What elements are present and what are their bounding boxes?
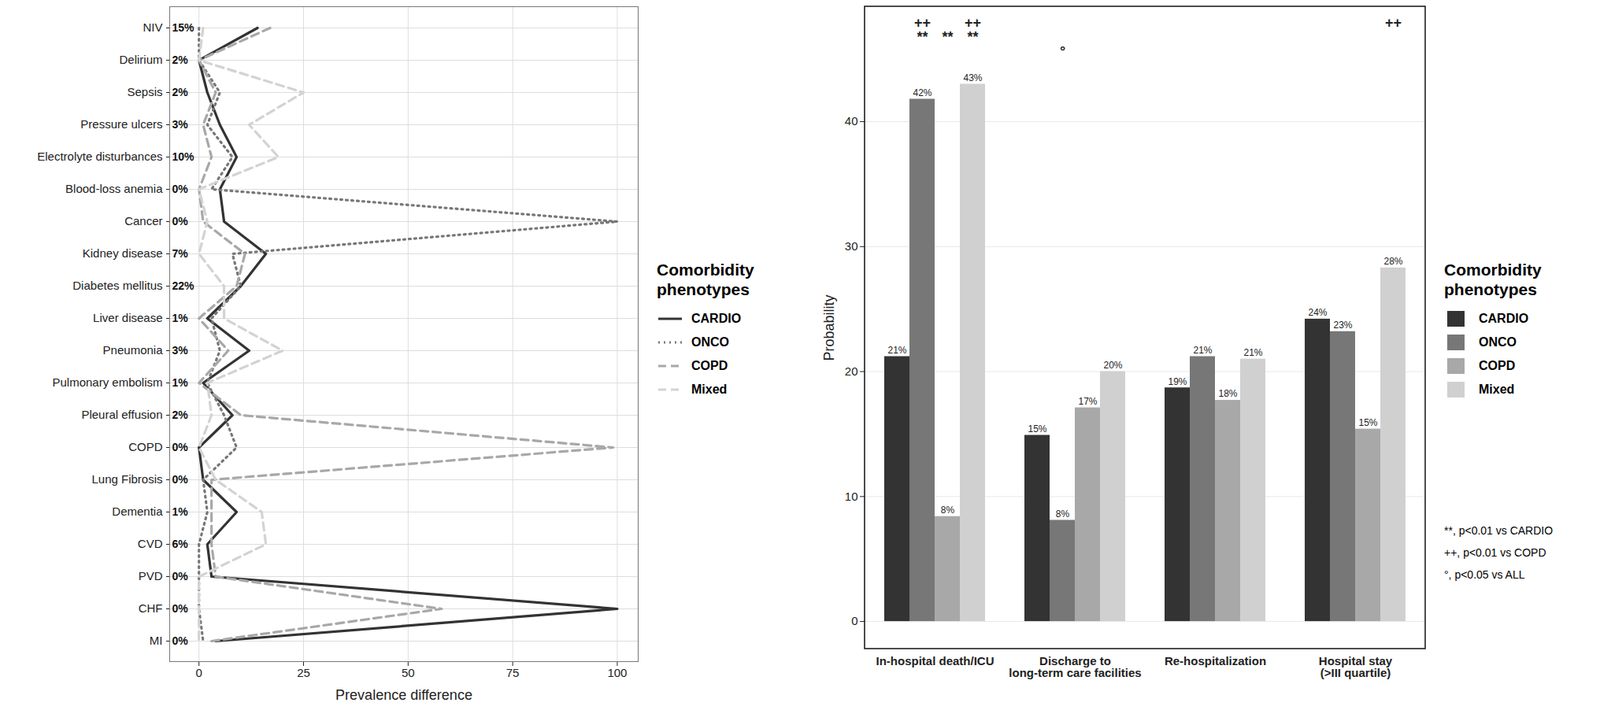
svg-text:75: 75	[506, 666, 520, 680]
svg-text:Cancer: Cancer	[124, 214, 163, 228]
svg-text:1%: 1%	[172, 505, 189, 519]
svg-text:Discharge tolong-term care fac: Discharge tolong-term care facilities	[1008, 654, 1141, 680]
svg-text:40: 40	[844, 114, 859, 128]
svg-text:Re-hospitalization: Re-hospitalization	[1164, 654, 1267, 668]
svg-text:°: °	[1059, 43, 1066, 60]
html-text:ONCO: ONCO	[1478, 335, 1517, 349]
svg-text:Pulmonary embolism: Pulmonary embolism	[51, 375, 163, 389]
html-text:++, p<0.01 vs COPD: ++, p<0.01 vs COPD	[1444, 546, 1547, 560]
svg-text:0%: 0%	[172, 182, 189, 196]
svg-text:3%: 3%	[172, 118, 189, 131]
svg-text:++: ++	[1385, 14, 1402, 31]
svg-text:In-hospital death/ICU: In-hospital death/ICU	[876, 654, 995, 668]
svg-text:10: 10	[844, 489, 859, 504]
svg-text:**: **	[941, 29, 953, 45]
svg-text:25: 25	[296, 666, 311, 680]
svg-text:8%: 8%	[1055, 508, 1071, 520]
svg-text:42%: 42%	[912, 87, 932, 99]
svg-text:CVD: CVD	[137, 537, 163, 551]
svg-text:24%: 24%	[1307, 307, 1327, 319]
svg-text:19%: 19%	[1167, 376, 1187, 388]
svg-text:20: 20	[844, 364, 859, 378]
svg-text:30: 30	[844, 239, 859, 253]
svg-text:++: ++	[914, 14, 931, 31]
svg-text:0%: 0%	[172, 214, 189, 228]
svg-text:++: ++	[964, 14, 982, 31]
svg-text:Kidney disease: Kidney disease	[82, 246, 163, 260]
svg-text:8%: 8%	[940, 504, 956, 516]
svg-text:Prevalence difference: Prevalence difference	[335, 687, 473, 704]
svg-text:0: 0	[196, 666, 203, 680]
svg-text:MI: MI	[149, 633, 163, 648]
svg-text:Hospital stay(>III quartile): Hospital stay(>III quartile)	[1318, 654, 1393, 680]
svg-text:0%: 0%	[172, 440, 189, 454]
html-text:COPD: COPD	[1478, 359, 1516, 373]
html-text:CARDIO: CARDIO	[1478, 311, 1529, 326]
svg-text:22%: 22%	[172, 279, 196, 293]
html-text:Comorbidity phenotypes: Comorbidity phenotypes	[656, 260, 755, 299]
svg-text:21%: 21%	[1192, 344, 1212, 356]
svg-text:0%: 0%	[172, 473, 189, 486]
svg-text:Dementia: Dementia	[111, 504, 163, 519]
svg-text:Blood-loss anemia: Blood-loss anemia	[65, 181, 163, 196]
svg-text:43%: 43%	[962, 72, 982, 84]
html-text:Comorbidity phenotypes: Comorbidity phenotypes	[1444, 260, 1542, 299]
svg-text:1%: 1%	[172, 376, 189, 389]
svg-text:Pleural effusion: Pleural effusion	[81, 407, 163, 422]
svg-text:**: **	[916, 29, 928, 45]
svg-text:**: **	[966, 29, 978, 45]
svg-text:1%: 1%	[172, 311, 189, 325]
svg-text:NIV: NIV	[142, 20, 163, 34]
svg-text:2%: 2%	[172, 408, 189, 422]
html-text:CARDIO: CARDIO	[691, 311, 742, 326]
svg-text:Liver disease: Liver disease	[92, 311, 163, 325]
svg-text:18%: 18%	[1218, 388, 1238, 400]
svg-text:100: 100	[607, 666, 627, 680]
svg-text:Pressure ulcers: Pressure ulcers	[80, 117, 163, 131]
svg-text:COPD: COPD	[128, 440, 163, 454]
svg-text:0%: 0%	[172, 634, 189, 648]
svg-text:17%: 17%	[1077, 396, 1097, 408]
html-text:COPD: COPD	[691, 359, 728, 373]
svg-text:7%: 7%	[172, 247, 189, 260]
svg-text:Diabetes mellitus: Diabetes mellitus	[72, 278, 163, 293]
svg-text:15%: 15%	[1027, 423, 1047, 435]
html-text:Mixed: Mixed	[691, 382, 728, 397]
svg-text:2%: 2%	[172, 53, 189, 67]
svg-text:21%: 21%	[1243, 347, 1263, 359]
svg-text:50: 50	[401, 666, 415, 680]
svg-text:0: 0	[851, 614, 858, 628]
svg-text:15%: 15%	[172, 21, 196, 34]
svg-text:Probability: Probability	[821, 294, 838, 361]
svg-text:28%: 28%	[1383, 255, 1403, 267]
svg-text:6%: 6%	[172, 537, 189, 551]
svg-text:Sepsis: Sepsis	[126, 85, 163, 99]
svg-text:0%: 0%	[172, 602, 189, 615]
svg-text:3%: 3%	[172, 344, 189, 357]
svg-text:0%: 0%	[172, 570, 189, 583]
html-text:Mixed: Mixed	[1478, 382, 1515, 397]
svg-text:Pneumonia: Pneumonia	[103, 343, 164, 357]
svg-text:2%: 2%	[172, 85, 189, 99]
html-text:**, p<0.01 vs CARDIO: **, p<0.01 vs CARDIO	[1444, 524, 1553, 538]
svg-text:20%: 20%	[1103, 359, 1123, 371]
svg-text:21%: 21%	[887, 344, 907, 356]
svg-text:23%: 23%	[1333, 319, 1352, 331]
html-text:°, p<0.05 vs ALL: °, p<0.05 vs ALL	[1444, 568, 1525, 582]
html-text:ONCO: ONCO	[691, 335, 730, 349]
svg-text:PVD: PVD	[138, 569, 163, 583]
svg-text:10%: 10%	[172, 150, 196, 163]
svg-text:Electrolyte disturbances: Electrolyte disturbances	[37, 149, 163, 163]
svg-text:15%: 15%	[1358, 417, 1378, 429]
svg-text:CHF: CHF	[138, 601, 163, 615]
svg-text:Lung Fibrosis: Lung Fibrosis	[91, 472, 163, 486]
svg-text:Delirium: Delirium	[118, 52, 163, 67]
